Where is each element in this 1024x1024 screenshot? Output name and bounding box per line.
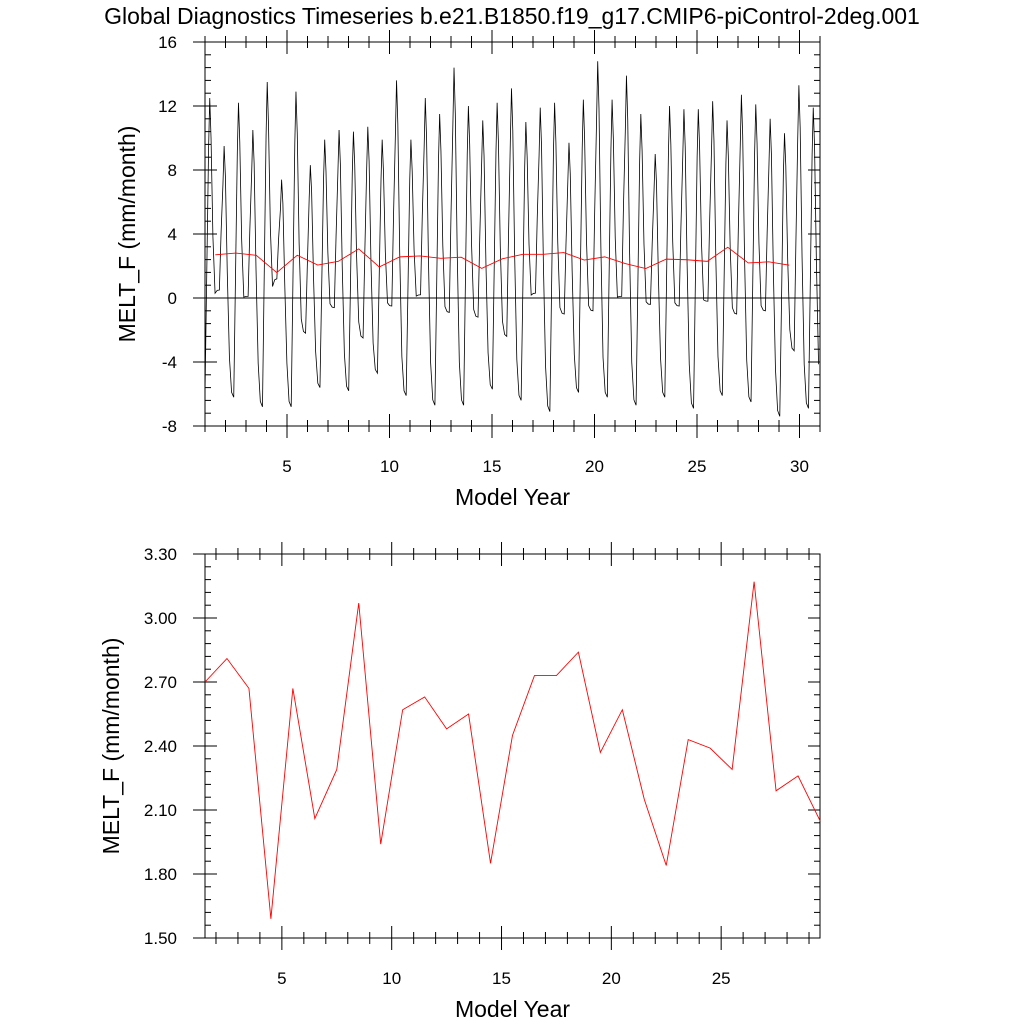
y-axis-label: MELT_F (mm/month) (98, 638, 124, 855)
y-tick-label: 2.70 (144, 673, 177, 692)
y-tick-label: 0 (168, 289, 177, 308)
top-panel: -8 -4 0 4 8 12 16 5 10 15 20 25 30 Model Year MELT_F (… (114, 30, 821, 510)
x-tick-label: 20 (602, 969, 621, 988)
bottom-panel: 1.50 1.80 2.10 2.40 2.70 3.00 3.30 5 10 15 20 25 Mod… (98, 542, 821, 1022)
y-axis-label: MELT_F (mm/month) (114, 126, 140, 343)
plot-frame (204, 553, 821, 939)
y-tick-label: -4 (162, 353, 177, 372)
y-tick-label: 1.80 (144, 865, 177, 884)
monthly-series-line (204, 61, 819, 417)
plot-frame (204, 41, 821, 427)
y-tick-label: 8 (168, 161, 177, 180)
y-tick-label: 3.00 (144, 609, 177, 628)
y-tick-label: 4 (168, 225, 177, 244)
x-tick-label: 15 (492, 969, 511, 988)
x-tick-label: 30 (790, 457, 809, 476)
x-tick-label: 10 (382, 969, 401, 988)
y-tick-label: 2.40 (144, 737, 177, 756)
annual-mean-series-line (215, 246, 790, 274)
y-tick-label: 3.30 (144, 545, 177, 564)
y-tick-label: 12 (158, 97, 177, 116)
x-tick-label: 15 (483, 457, 502, 476)
x-tick-label: 20 (585, 457, 604, 476)
x-tick-label: 25 (688, 457, 707, 476)
x-tick-label: 10 (380, 457, 399, 476)
y-tick-label: 2.10 (144, 801, 177, 820)
y-tick-label: -8 (162, 417, 177, 436)
x-tick-label: 25 (712, 969, 731, 988)
y-tick-label: 16 (158, 33, 177, 52)
figure-title: Global Diagnostics Timeseries b.e21.B185… (104, 3, 920, 29)
x-tick-label: 5 (277, 969, 286, 988)
x-tick-label: 5 (282, 457, 291, 476)
annual-mean-series-line (204, 581, 821, 919)
x-axis-label: Model Year (455, 484, 570, 510)
y-tick-label: 1.50 (144, 929, 177, 948)
x-axis-label: Model Year (455, 996, 570, 1022)
